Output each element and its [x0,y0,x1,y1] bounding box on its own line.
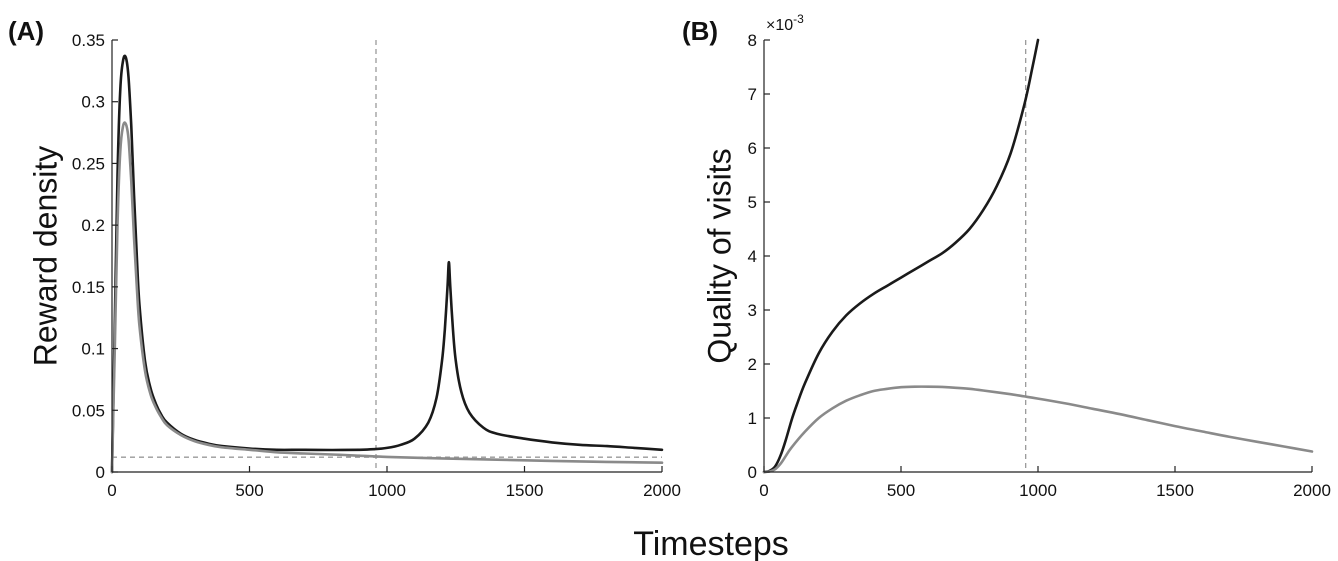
panel-a-series-line-1 [110,54,664,474]
panel-a-y-tick-label: 0.2 [81,216,105,235]
panel-b: (B) Quality of visits ×10-3 0 500 1000 1500… [682,12,1331,500]
panel-a-y-axis-label: Reward density [27,146,63,367]
panel-a-y-tick-label: 0.05 [72,401,105,420]
panel-b-y-tick-label: 1 [748,409,757,428]
panel-b-y-tick-label: 0 [748,463,757,482]
panel-a-y-tick-label: 0.35 [72,31,105,50]
panel-a-x-tick-label: 0 [107,481,116,500]
panel-b-y-tick-label: 4 [748,247,757,266]
panel-b-x-tick-label: 1000 [1019,481,1057,500]
panel-a-axes: 0 500 1000 1500 2000 0 0.05 0.1 0.15 0.2 0.25 0.3 0.… [72,31,681,500]
panel-a-series-line-2 [110,121,664,474]
panel-b-x-tick-label: 500 [887,481,915,500]
panel-a-y-tick-label: 0.3 [81,93,105,112]
panel-b-series-line-2 [762,385,1314,474]
x-axis-label: Timesteps [633,525,789,561]
panel-b-y-tick-label: 2 [748,355,757,374]
panel-a-y-tick-label: 0.25 [72,154,105,173]
panel-a-y-tick-label: 0 [96,463,105,482]
panel-b-x-tick-label: 0 [759,481,768,500]
panel-a-reference-lines [112,40,662,472]
panel-b-label: (B) [682,16,718,46]
panel-b-y-tick-label: 8 [748,31,757,50]
panel-a-y-tick-label: 0.15 [72,278,105,297]
panel-b-y-exponent: ×10-3 [766,12,804,34]
panel-b-y-axis-label: Quality of visits [701,148,737,363]
panel-b-x-tick-label: 1500 [1156,481,1194,500]
panel-a-x-tick-label: 1500 [506,481,544,500]
panel-b-y-tick-label: 3 [748,301,757,320]
panel-a-x-tick-label: 1000 [368,481,406,500]
panel-b-series [762,38,1314,474]
panel-b-y-exponent-base: ×10 [766,17,793,34]
panel-b-axes: 0 500 1000 1500 2000 0 1 2 3 4 5 6 7 8 [748,31,1331,500]
panel-b-x-tick-label: 2000 [1293,481,1331,500]
panel-a-x-tick-label: 2000 [643,481,681,500]
panel-a-series [110,54,664,474]
panel-b-y-tick-label: 5 [748,193,757,212]
panel-a-x-tick-label: 500 [235,481,263,500]
panel-a-label: (A) [8,16,44,46]
panel-b-y-tick-label: 7 [748,85,757,104]
panel-b-y-tick-label: 6 [748,139,757,158]
panel-b-series-line-1 [762,38,1040,474]
panel-a-y-tick-label: 0.1 [81,340,105,359]
panel-a: (A) Reward density 0 500 1000 1500 2000 0 0.05… [8,16,681,500]
panel-b-y-exponent-power: -3 [793,12,804,26]
